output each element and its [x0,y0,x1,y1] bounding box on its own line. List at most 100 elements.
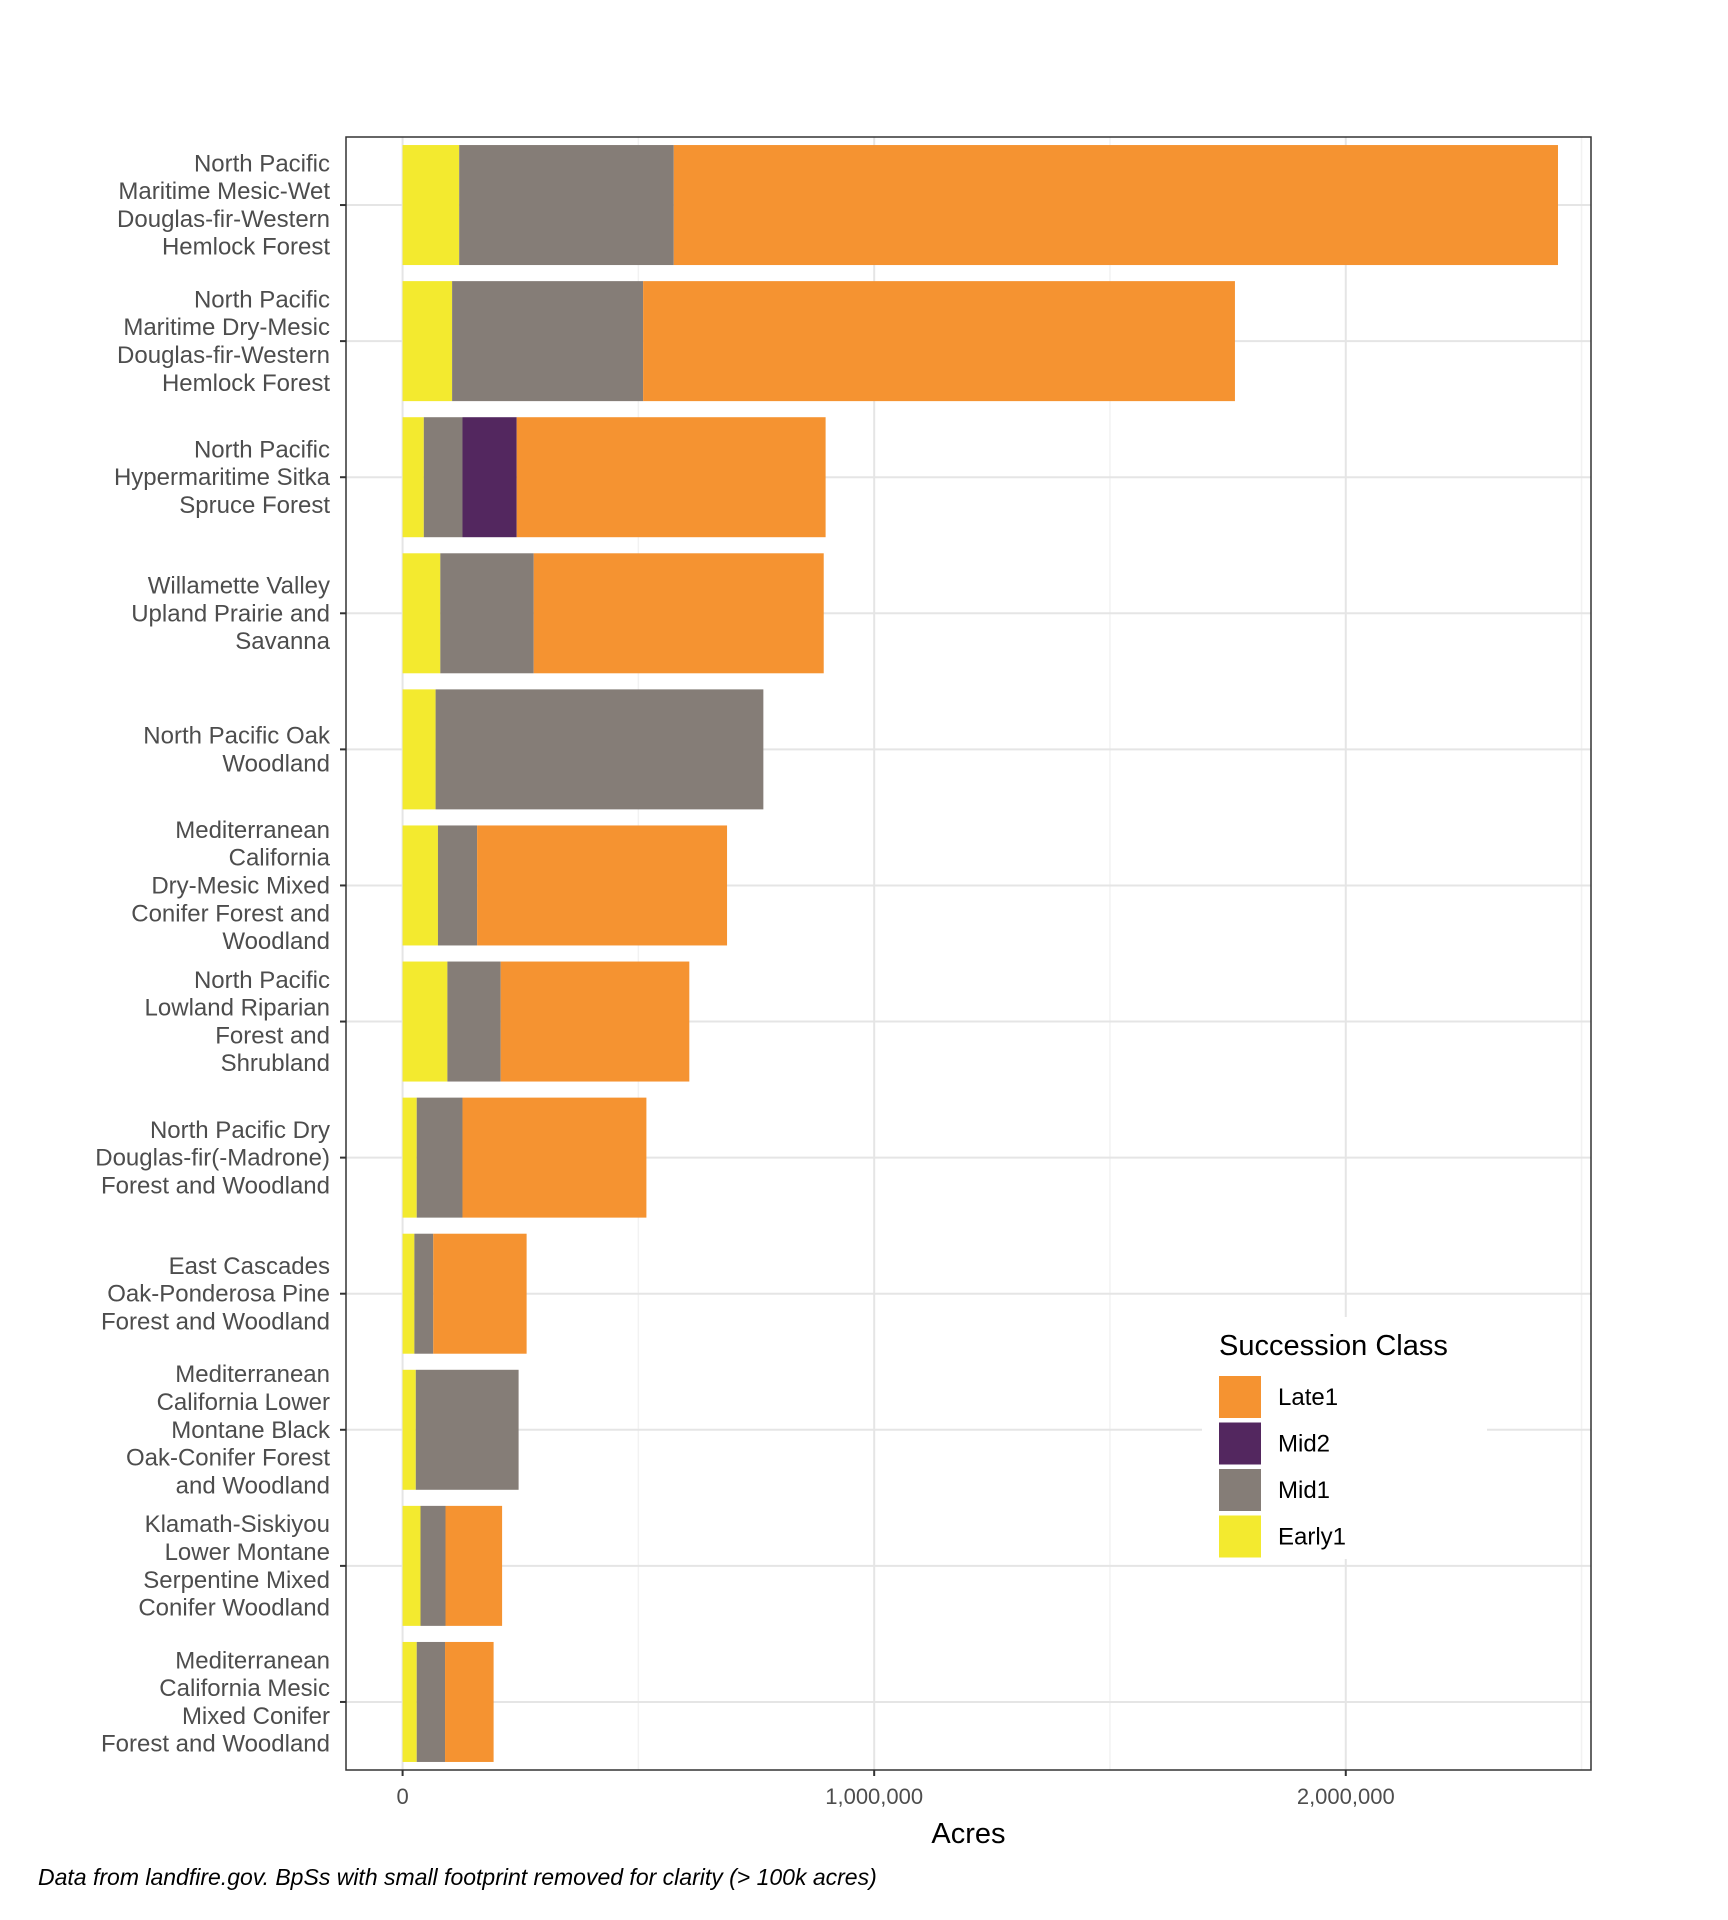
bar-mid1 [414,1233,434,1354]
legend-key-mid2 [1219,1422,1261,1465]
x-tick-label: 0 [396,1784,408,1809]
bar-mid2 [462,417,517,538]
legend-key-mid1 [1219,1469,1261,1511]
x-tick-label: 2,000,000 [1297,1784,1395,1809]
bar-late1 [477,825,728,946]
category-label-line: Shrubland [221,1050,330,1077]
category-label-line: Douglas-fir(-Madrone) [95,1145,330,1172]
category-label-line: Maritime Dry-Mesic [123,314,330,341]
category-label-line: Conifer Forest and [131,900,330,927]
caption: Data from landfire.gov. BpSs with small … [38,1864,877,1890]
category-label-line: Mediterranean [175,1647,330,1674]
bar-mid1 [416,1097,463,1218]
category-label-line: North Pacific Oak [143,722,331,749]
bar-late1 [433,1233,527,1354]
category-label-line: Hemlock Forest [162,234,330,261]
legend-title: Succession Class [1219,1330,1448,1362]
category-label-line: Klamath-Siskiyou [145,1511,330,1538]
category-label-line: Woodland [222,928,330,955]
bar-late1 [673,145,1558,266]
category-label: Mediterranean California Dry-Mesic Mixed Co… [131,817,330,955]
category-label: North Pacific Dry Douglas-fir(-Madrone) Fo… [95,1117,330,1200]
category-label-line: and Woodland [176,1472,330,1499]
bar-early1 [402,825,438,946]
category-label-line: Hypermaritime Sitka [114,464,331,491]
bar-mid1 [435,689,764,810]
category-label-line: California Mesic [159,1675,330,1702]
category-label-line: Forest and Woodland [101,1309,330,1336]
bar-early1 [402,961,448,1082]
category-label-line: Forest and [215,1022,330,1049]
category-label-line: North Pacific [194,286,330,313]
x-axis-ticks: 0 1,000,000 2,000,000 [396,1770,1395,1809]
category-label-line: California Lower [157,1389,330,1416]
legend-key-late1 [1219,1376,1261,1418]
category-label-line: North Pacific [194,436,330,463]
bar-mid1 [420,1505,446,1626]
bar-late1 [462,1097,647,1218]
category-label-line: Douglas-fir-Western [117,342,330,369]
x-tick-label: 1,000,000 [825,1784,923,1809]
category-label-line: Savanna [235,628,330,655]
category-label-line: Lowland Riparian [145,995,330,1022]
category-label: North Pacific Maritime Dry-Mesic Douglas-f… [117,286,330,396]
category-label-line: Oak-Ponderosa Pine [107,1281,330,1308]
legend: Succession Class Late1 Mid2 Mid1 Early1 [1202,1317,1487,1559]
category-label-line: Mediterranean [175,1361,330,1388]
bar-mid1 [459,145,674,266]
category-label-line: Forest and Woodland [101,1172,330,1199]
grid-layer [346,137,1591,1770]
category-label-line: Mixed Conifer [182,1703,330,1730]
category-label-line: Montane Black [171,1417,331,1444]
legend-label: Mid2 [1278,1431,1330,1458]
bar-mid1 [415,1369,519,1490]
legend-label: Late1 [1278,1384,1338,1411]
category-label-line: Woodland [222,750,330,777]
category-label-line: California [229,845,331,872]
bar-mid1 [423,417,463,538]
bar-early1 [402,145,460,266]
legend-key-early1 [1219,1515,1261,1558]
bar-early1 [402,281,453,402]
bar-late1 [533,553,824,674]
bar-mid1 [416,1641,446,1762]
legend-label: Early1 [1278,1524,1346,1551]
category-label-line: North Pacific [194,967,330,994]
bar-early1 [402,417,424,538]
bar-mid1 [452,281,644,402]
category-label-line: Lower Montane [165,1539,330,1566]
category-label-line: Mediterranean [175,817,330,844]
legend-label: Mid1 [1278,1477,1330,1504]
bar-early1 [402,1233,415,1354]
category-label-line: Serpentine Mixed [143,1567,330,1594]
category-label-line: Oak-Conifer Forest [126,1445,330,1472]
category-label-line: North Pacific [194,150,330,177]
category-label-line: Hemlock Forest [162,370,330,397]
bar-late1 [500,961,690,1082]
bar-early1 [402,1641,417,1762]
bar-mid1 [437,825,478,946]
plot-panel-border [345,136,1592,1771]
category-label-line: North Pacific Dry [150,1117,330,1144]
category-label-line: Forest and Woodland [101,1731,330,1758]
category-label: Mediterranean California Mesic Mixed Conif… [101,1647,330,1757]
bar-late1 [445,1641,494,1762]
bar-early1 [402,1505,421,1626]
category-label: North Pacific Lowland Riparian Forest and S… [145,967,330,1077]
category-label-line: Upland Prairie and [131,600,330,627]
bar-early1 [402,1369,416,1490]
category-label-line: Dry-Mesic Mixed [151,872,330,899]
x-axis-title: Acres [931,1818,1005,1850]
category-label-line: Maritime Mesic-Wet [118,178,330,205]
category-label: Klamath-Siskiyou Lower Montane Serpentine … [138,1511,330,1621]
bar-mid1 [447,961,501,1082]
category-label-line: East Cascades [169,1253,330,1280]
bar-mid1 [440,553,534,674]
bar-early1 [402,1097,417,1218]
bar-late1 [445,1505,503,1626]
bar-early1 [402,553,441,674]
category-label: East Cascades Oak-Ponderosa Pine Forest an… [101,1253,330,1336]
category-label-line: Spruce Forest [179,492,330,519]
category-labels: North Pacific Maritime Mesic-Wet Douglas-f… [95,150,346,1758]
